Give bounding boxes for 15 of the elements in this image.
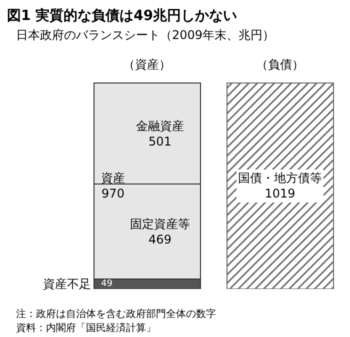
chart-title: 図1 実質的な負債は49兆円しかない <box>7 6 238 24</box>
data-label: 1019 <box>264 186 296 201</box>
series-label: 金融資産 <box>136 119 184 133</box>
text: 注：政府は自治体を含む政府部門全体の数字 <box>16 308 216 320</box>
text: 資料：内閣府「国民経済計算」 <box>16 322 156 334</box>
annotation: 資産 970 <box>101 171 125 201</box>
series-label: 国債・地方債等 <box>238 171 322 185</box>
series-label: 固定資産等 <box>130 217 190 231</box>
chart-subtitle: 日本政府のバランスシート（2009年末、兆円） <box>16 28 275 42</box>
data-label: 49 <box>101 279 113 289</box>
data-label: 501 <box>148 134 172 149</box>
x-tick-label: （負債） <box>256 58 304 72</box>
x-tick-label: （資産） <box>123 58 172 72</box>
series-label: 資産不足 <box>43 277 91 291</box>
data-label: 469 <box>148 232 172 247</box>
